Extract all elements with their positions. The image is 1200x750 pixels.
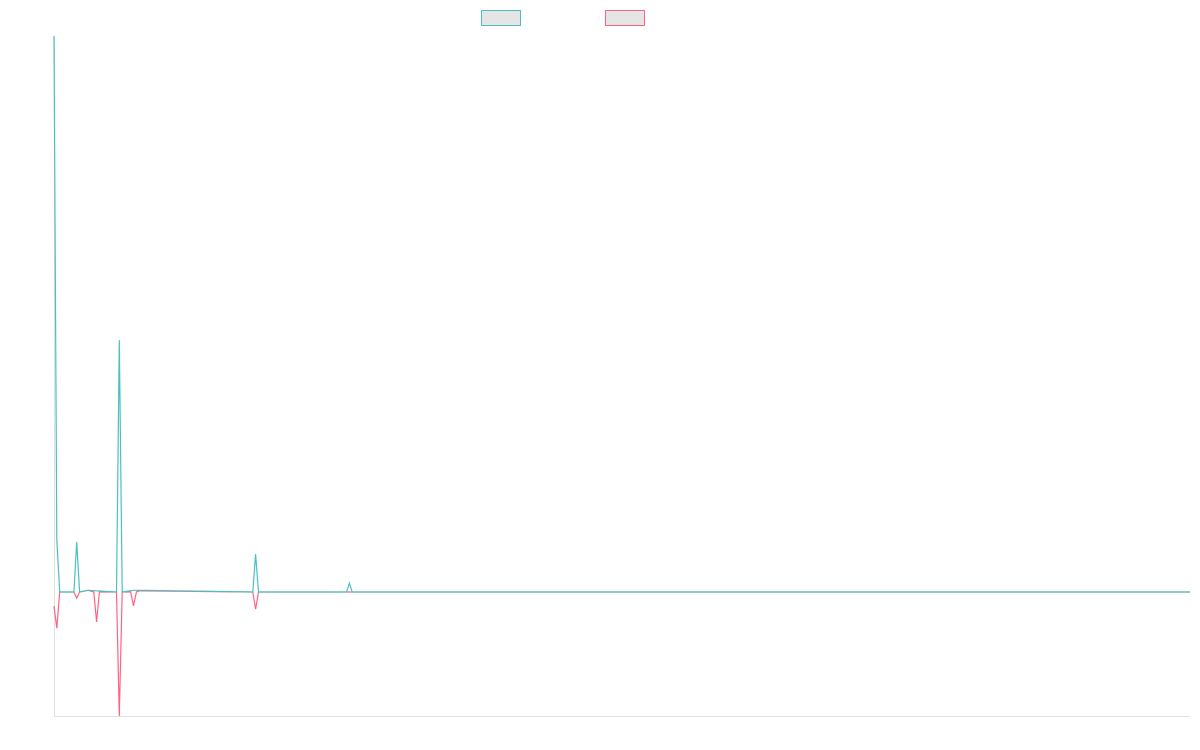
legend-swatch-series-1[interactable] — [481, 10, 521, 26]
legend-swatch-series-2[interactable] — [605, 10, 645, 26]
series-line-1 — [53, 35, 1190, 593]
series-line-2 — [53, 589, 1190, 717]
legend — [0, 10, 1200, 26]
